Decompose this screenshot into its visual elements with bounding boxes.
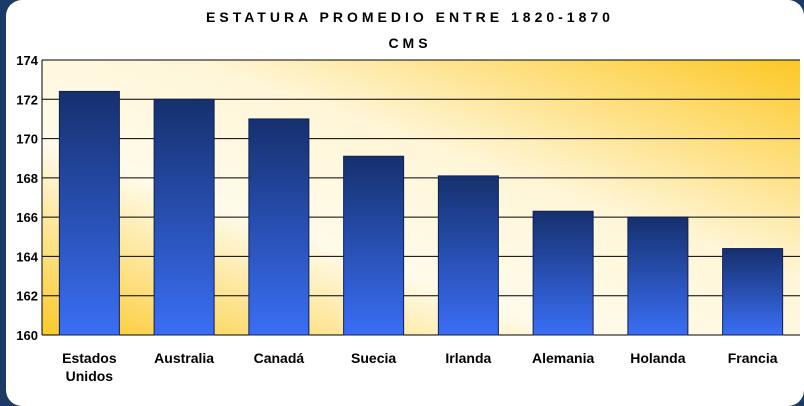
x-tick-label: Canadá (253, 350, 305, 366)
x-tick-label: Suecia (351, 350, 397, 366)
y-tick-label: 168 (16, 171, 38, 186)
x-tick-label: Francia (727, 350, 778, 366)
bar (58, 90, 120, 336)
bar (437, 175, 499, 336)
chart-title: ESTATURA PROMEDIO ENTRE 1820-1870 (206, 9, 614, 25)
bar (532, 210, 594, 336)
bar (343, 155, 405, 336)
y-tick-label: 160 (16, 328, 38, 343)
y-tick-label: 162 (16, 289, 38, 304)
y-tick-label: 172 (16, 92, 38, 107)
bar (153, 98, 215, 336)
x-tick-label: Irlanda (445, 350, 492, 366)
bar (627, 216, 689, 336)
y-tick-label: 170 (16, 132, 38, 147)
bar (248, 118, 310, 336)
y-tick-label: 164 (16, 249, 38, 264)
x-tick-label: Alemania (532, 350, 595, 366)
y-tick-label: 166 (16, 210, 38, 225)
x-tick-label: Holanda (630, 350, 686, 366)
chart-subtitle: CMS (388, 35, 431, 51)
bar (722, 248, 784, 336)
x-tick-label: Australia (154, 350, 215, 366)
y-tick-label: 174 (16, 53, 38, 68)
x-tick-label: Estados Unidos (62, 350, 117, 384)
